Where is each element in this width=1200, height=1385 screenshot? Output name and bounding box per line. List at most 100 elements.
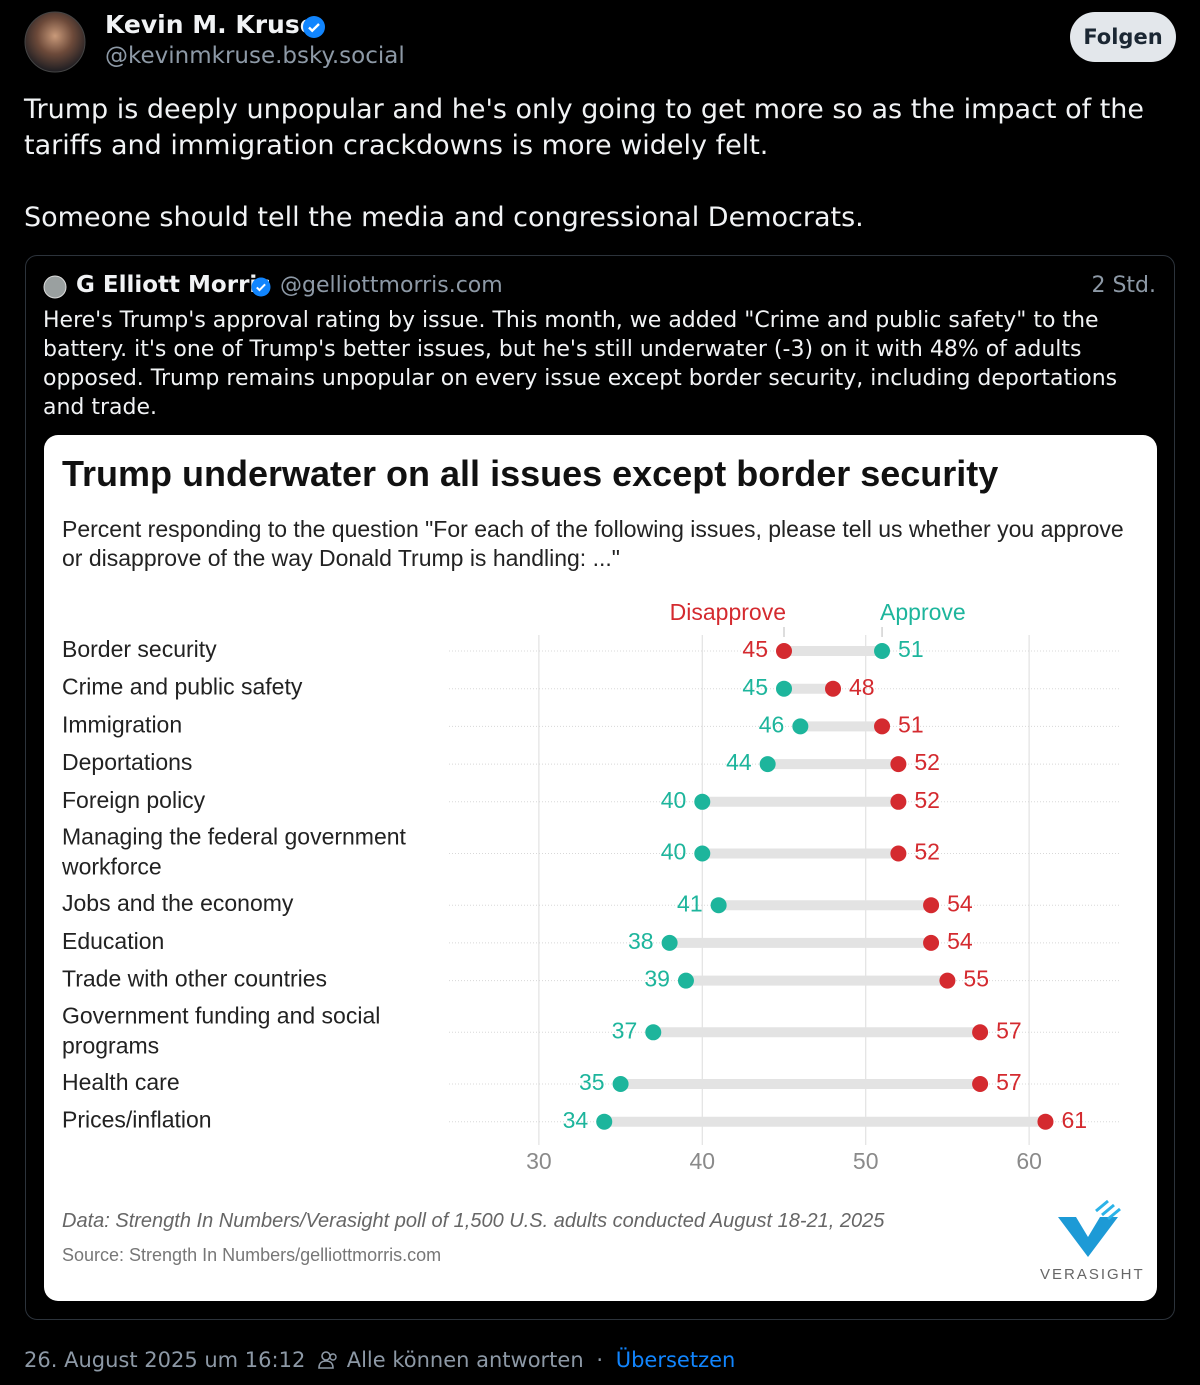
quote-handle[interactable]: @gelliottmorris.com — [280, 273, 503, 298]
category-label: Deportations — [62, 749, 192, 775]
logo-text: VERASIGHT — [1040, 1266, 1145, 1283]
verified-badge — [303, 16, 325, 38]
category-line: Health care — [62, 1069, 180, 1095]
x-tick-label: 60 — [1016, 1148, 1042, 1174]
dot — [923, 897, 940, 914]
value-label: 45 — [742, 636, 768, 662]
dot — [694, 793, 711, 810]
category-line: Border security — [62, 636, 217, 662]
avatar[interactable] — [24, 11, 86, 73]
category-label: Prices/inflation — [62, 1107, 212, 1133]
value-label: 54 — [947, 928, 973, 954]
reply-setting[interactable]: Alle können antworten — [346, 1348, 584, 1372]
value-label: 38 — [628, 928, 654, 954]
footer: 26. August 2025 um 16:12 Alle können ant… — [24, 1348, 735, 1372]
logo-mark — [1095, 1199, 1121, 1221]
category-line: programs — [62, 1032, 159, 1058]
separator: · — [596, 1348, 604, 1372]
dot — [612, 1076, 629, 1092]
category-label: Health care — [62, 1069, 180, 1095]
value-label: 55 — [963, 966, 989, 992]
quote-avatar — [43, 275, 67, 299]
dot — [596, 1113, 613, 1130]
category-label: Jobs and the economy — [62, 890, 294, 916]
dot — [677, 972, 694, 989]
x-tick-label: 50 — [853, 1148, 879, 1174]
category-line: Managing the federal government — [62, 824, 407, 850]
dot — [759, 756, 776, 773]
dot — [825, 680, 842, 697]
dot — [972, 1076, 989, 1092]
chart-card: Trump underwater on all issues except bo… — [44, 435, 1157, 1301]
verified-badge — [251, 277, 271, 297]
value-label: 51 — [898, 636, 924, 662]
handle[interactable]: @kevinmkruse.bsky.social — [105, 43, 405, 69]
category-label: Education — [62, 928, 164, 954]
dot — [776, 680, 792, 697]
paragraph: Someone should tell the media and congre… — [24, 202, 864, 233]
category-line: Deportations — [62, 749, 192, 775]
dot — [710, 897, 727, 914]
dot — [776, 643, 792, 659]
dot — [939, 972, 956, 989]
value-label: 52 — [914, 787, 940, 813]
chart-title: Trump underwater on all issues except bo… — [62, 453, 999, 494]
quote-box[interactable] — [25, 255, 1175, 1320]
category-label: Crime and public safety — [62, 674, 303, 700]
dot — [890, 793, 907, 810]
dot — [890, 845, 907, 862]
x-tick-label: 30 — [526, 1148, 552, 1174]
paragraph: Trump is deeply unpopular and he's only … — [24, 94, 1144, 161]
value-label: 46 — [759, 711, 785, 737]
dot — [1037, 1113, 1054, 1130]
translate[interactable]: Übersetzen — [615, 1348, 736, 1372]
dot — [972, 1024, 989, 1041]
value-label: 34 — [563, 1107, 589, 1133]
legend-label: Approve — [880, 599, 966, 625]
value-label: 48 — [849, 674, 875, 700]
category-line: Immigration — [62, 711, 182, 737]
value-label: 37 — [612, 1017, 638, 1043]
value-label: 57 — [996, 1069, 1022, 1095]
date: 26. August 2025 um 16:12 — [24, 1348, 306, 1372]
dot — [874, 718, 891, 735]
category-label: Immigration — [62, 711, 182, 737]
chart-subtitle: Percent responding to the question "For … — [62, 516, 1124, 571]
source: Source: Strength In Numbers/gelliottmorr… — [62, 1245, 442, 1265]
chart: 30 40 50 60 Border security 45 51 Crime and pub… — [61, 599, 1121, 1257]
category-line: Crime and public safety — [62, 674, 303, 700]
category-line: Jobs and the economy — [62, 890, 294, 916]
value-label: 51 — [898, 711, 924, 737]
category-line: Trade with other countries — [62, 966, 327, 992]
value-label: 61 — [1061, 1107, 1087, 1133]
author[interactable]: Kevin M. Kruse — [105, 10, 317, 39]
post-text: Trump is deeply unpopular and he's only … — [24, 92, 1174, 236]
people-icon — [318, 1351, 337, 1369]
quote-time: 2 Std. — [1091, 273, 1156, 298]
caption: Data: Strength In Numbers/Verasight poll… — [62, 1210, 885, 1232]
category-line: workforce — [61, 854, 162, 880]
value-label: 39 — [644, 966, 670, 992]
follow-button[interactable]: Folgen — [1070, 12, 1176, 62]
category-line: Education — [62, 928, 164, 954]
dot — [694, 845, 711, 862]
dot — [890, 756, 907, 773]
quote-text: Here's Trump's approval rating by issue.… — [43, 308, 1118, 420]
value-label: 52 — [914, 839, 940, 865]
value-label: 52 — [914, 749, 940, 775]
category-label: Government funding and social programs — [62, 1002, 380, 1058]
dot — [645, 1024, 662, 1041]
value-label: 54 — [947, 890, 973, 916]
quote-author[interactable]: G Elliott Morris — [76, 272, 271, 298]
value-label: 40 — [661, 787, 687, 813]
value-label: 45 — [742, 674, 768, 700]
category-label: Border security — [62, 636, 217, 662]
logo-mark — [1058, 1217, 1118, 1257]
x-tick-label: 40 — [689, 1148, 715, 1174]
value-label: 41 — [677, 890, 703, 916]
category-label: Trade with other countries — [62, 966, 327, 992]
category-line: Government funding and social — [62, 1002, 380, 1028]
value-label: 35 — [579, 1069, 605, 1095]
legend-label: Disapprove — [670, 599, 786, 625]
